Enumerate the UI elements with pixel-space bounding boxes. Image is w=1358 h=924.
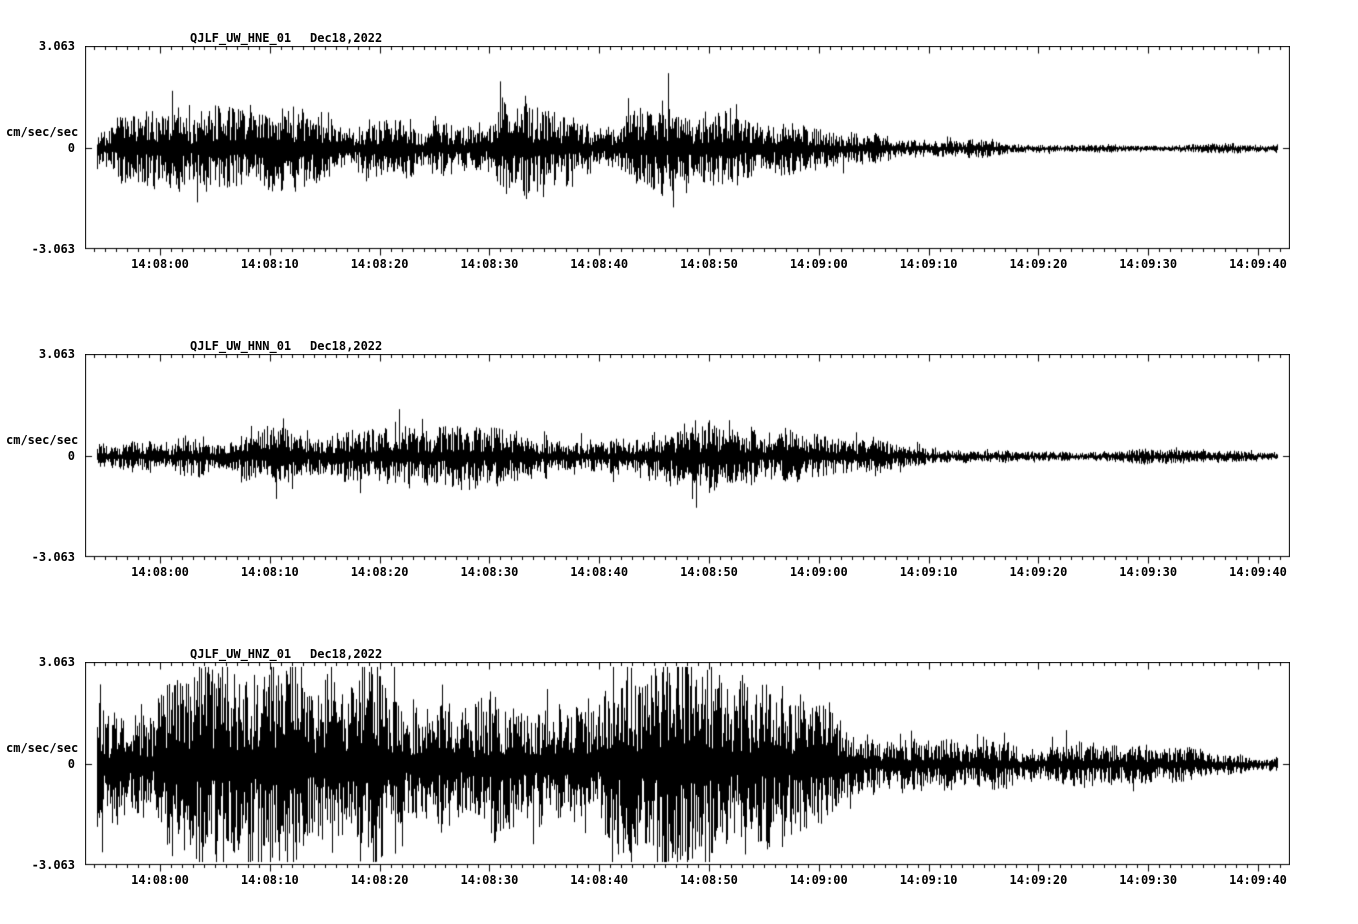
- waveform-canvas: [85, 46, 1290, 259]
- x-axis-tick-label: 14:08:30: [460, 873, 519, 887]
- y-axis-unit-label: cm/sec/sec: [6, 433, 79, 447]
- y-axis-tick-min: -3.063: [31, 242, 75, 256]
- x-axis-tick-label: 14:09:40: [1229, 257, 1287, 271]
- x-axis-labels: 14:08:00 14:08:10 14:08:20 14:08:30 14:08:40…: [85, 565, 1290, 581]
- x-axis-tick-label: 14:09:30: [1119, 565, 1178, 579]
- trace-title: QJLF_UW_HNZ_01: [190, 647, 292, 661]
- x-axis-tick-label: 14:08:40: [570, 873, 629, 887]
- y-axis-tick-max: 3.063: [38, 39, 75, 53]
- x-axis-tick-label: 14:08:00: [131, 257, 189, 271]
- y-axis-tick-zero: 0: [67, 449, 75, 463]
- waveform-canvas: [85, 662, 1290, 875]
- x-axis-tick-label: 14:09:40: [1229, 565, 1287, 579]
- x-axis-tick-label: 14:08:00: [131, 873, 189, 887]
- seismogram-panel-hnn: QJLF_UW_HNN_01 Dec18,2022 3.063 cm/sec/s…: [0, 308, 1358, 616]
- trace-date-label: Dec18,2022: [310, 339, 383, 353]
- y-axis-tick-zero: 0: [67, 141, 75, 155]
- y-axis-tick-min: -3.063: [31, 550, 75, 564]
- seismogram-panel-hnz: QJLF_UW_HNZ_01 Dec18,2022 3.063 cm/sec/s…: [0, 616, 1358, 924]
- x-axis-tick-label: 14:09:40: [1229, 873, 1287, 887]
- trace-date-label: Dec18,2022: [310, 647, 383, 661]
- y-axis-tick-max: 3.063: [38, 347, 75, 361]
- x-axis-tick-label: 14:08:40: [570, 565, 629, 579]
- trace-date-label: Dec18,2022: [310, 31, 383, 45]
- x-axis-tick-label: 14:09:20: [1009, 565, 1068, 579]
- x-axis-tick-label: 14:08:40: [570, 257, 629, 271]
- x-axis-tick-label: 14:09:00: [789, 565, 848, 579]
- plot-area: [85, 354, 1290, 567]
- x-axis-tick-label: 14:08:20: [350, 565, 409, 579]
- x-axis-tick-label: 14:09:00: [789, 873, 848, 887]
- x-axis-labels: 14:08:00 14:08:10 14:08:20 14:08:30 14:08:40…: [85, 873, 1290, 889]
- x-axis-tick-label: 14:08:10: [240, 565, 299, 579]
- plot-area: [85, 46, 1290, 259]
- trace-title: QJLF_UW_HNN_01: [190, 339, 292, 353]
- x-axis-tick-label: 14:09:10: [899, 873, 958, 887]
- plot-area: [85, 662, 1290, 875]
- y-axis-unit-label: cm/sec/sec: [6, 741, 79, 755]
- x-axis-labels: 14:08:00 14:08:10 14:08:20 14:08:30 14:08:40…: [85, 257, 1290, 273]
- seismogram-panel-hne: QJLF_UW_HNE_01 Dec18,2022 3.063 cm/sec/s…: [0, 0, 1358, 308]
- x-axis-tick-label: 14:09:30: [1119, 257, 1178, 271]
- x-axis-tick-label: 14:09:30: [1119, 873, 1178, 887]
- y-axis-tick-max: 3.063: [38, 655, 75, 669]
- y-axis-unit-label: cm/sec/sec: [6, 125, 79, 139]
- x-axis-tick-label: 14:08:10: [240, 873, 299, 887]
- waveform-canvas: [85, 354, 1290, 567]
- x-axis-tick-label: 14:08:50: [680, 257, 738, 271]
- x-axis-tick-label: 14:08:20: [350, 257, 409, 271]
- y-axis-tick-min: -3.063: [31, 858, 75, 872]
- y-axis-tick-zero: 0: [67, 757, 75, 771]
- x-axis-tick-label: 14:08:20: [350, 873, 409, 887]
- x-axis-tick-label: 14:08:10: [240, 257, 299, 271]
- x-axis-tick-label: 14:09:20: [1009, 257, 1068, 271]
- x-axis-tick-label: 14:08:30: [460, 565, 519, 579]
- x-axis-tick-label: 14:08:50: [680, 565, 738, 579]
- trace-title: QJLF_UW_HNE_01: [190, 31, 292, 45]
- x-axis-tick-label: 14:09:10: [899, 565, 958, 579]
- x-axis-tick-label: 14:08:00: [131, 565, 189, 579]
- x-axis-tick-label: 14:09:00: [789, 257, 848, 271]
- x-axis-tick-label: 14:08:50: [680, 873, 738, 887]
- x-axis-tick-label: 14:09:20: [1009, 873, 1068, 887]
- x-axis-tick-label: 14:08:30: [460, 257, 519, 271]
- x-axis-tick-label: 14:09:10: [899, 257, 958, 271]
